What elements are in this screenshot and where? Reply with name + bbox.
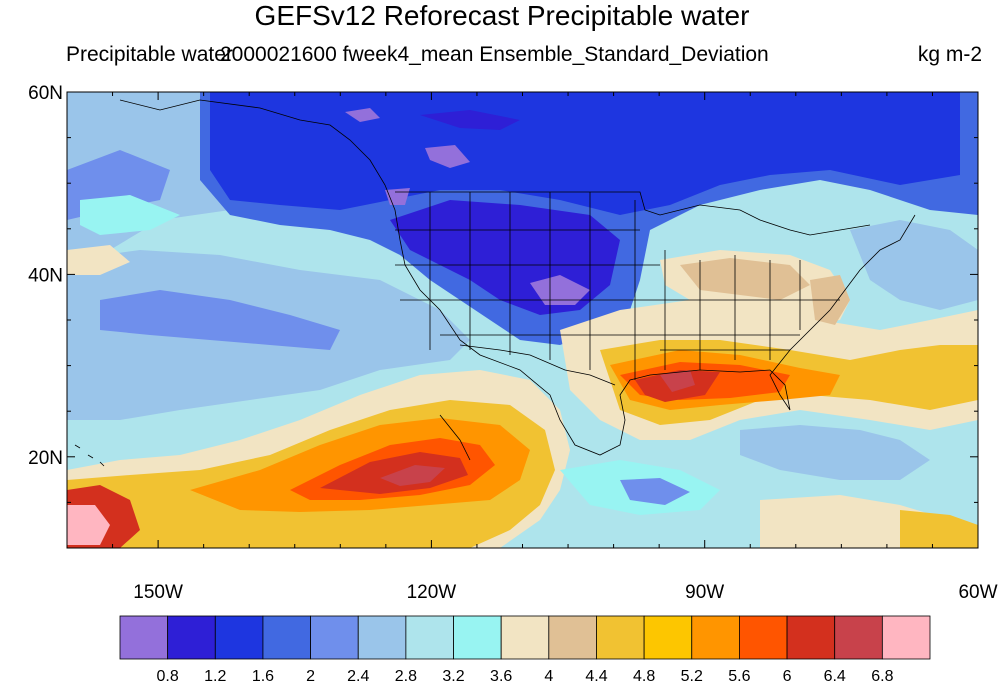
us-canada-border <box>395 191 871 236</box>
colorbar-label: 6.4 <box>824 668 846 684</box>
contour-canada-dark <box>420 110 520 130</box>
contour-ohio-valley <box>680 258 810 300</box>
contour-pacific-cyan <box>80 195 180 235</box>
colorbar-label: 4 <box>544 668 553 684</box>
colorbar-label: 1.2 <box>204 668 226 684</box>
lon-tick-label: 150W <box>133 582 183 603</box>
colorbar-label: 3.2 <box>442 668 464 684</box>
colorbar-label: 1.6 <box>252 668 274 684</box>
contour-subtropic-darkred <box>380 465 445 486</box>
lat-tick-label: 20N <box>28 448 63 469</box>
contour-caribbean-blue <box>740 425 930 480</box>
contour-pacific-tan <box>67 245 130 275</box>
colorbar-swatch <box>167 615 216 660</box>
lon-tick-label: 60W <box>958 582 997 603</box>
contour-eastpac-blue <box>620 478 690 505</box>
lat-tick-label: 40N <box>28 265 63 286</box>
lon-tick-label: 90W <box>685 582 724 603</box>
colorbar-swatch <box>262 615 311 660</box>
north-america-coastline <box>119 99 916 456</box>
state-boundaries-ew <box>395 229 840 351</box>
colorbar-label: 4.8 <box>633 668 655 684</box>
lat-tick-label: 60N <box>28 83 63 104</box>
colorbar-swatch <box>739 615 788 660</box>
contour-canada-purple <box>425 145 470 168</box>
colorbar-swatch <box>548 615 597 660</box>
colorbar-swatch <box>881 615 931 660</box>
lon-tick-label: 120W <box>407 582 457 603</box>
us-mexico-border <box>459 344 616 386</box>
colorbar-label: 6 <box>783 668 792 684</box>
colorbar-label: 2.8 <box>395 668 417 684</box>
colorbar-swatch <box>453 615 502 660</box>
colorbar-swatch <box>643 615 693 660</box>
contour-se-gold <box>900 510 978 548</box>
colorbar-label: 2.4 <box>347 668 369 684</box>
contour-alaska-purple <box>345 108 380 122</box>
units-label: kg m-2 <box>917 43 982 66</box>
colorbar-swatch <box>500 615 550 660</box>
state-boundaries-ns <box>429 192 801 380</box>
variable-label: Precipitable water <box>66 43 233 66</box>
contour-hawaii-pink <box>67 505 110 545</box>
colorbar-label: 6.8 <box>871 668 893 684</box>
axis-ticks <box>66 91 979 549</box>
colorbar-swatch <box>786 615 836 660</box>
colorbar-swatch <box>357 615 407 660</box>
contour-texas-darkred <box>660 370 695 392</box>
colorbar-swatch <box>119 615 169 660</box>
colorbar-swatch <box>596 615 645 660</box>
contour-rockies-purple <box>530 275 590 305</box>
colorbar-label: 5.2 <box>681 668 703 684</box>
precipitable-water-field <box>67 92 978 548</box>
colorbar: 0.8 1.2 1.6 2 2.4 2.8 3.2 3.6 4 4.4 4.8 5.2 5.6 6 6.4 6… <box>119 615 931 684</box>
colorbar-swatch <box>691 615 740 660</box>
colorbar-swatch <box>310 615 359 660</box>
contour-pacific-blue <box>100 290 340 350</box>
field-description: 2000021600 fweek4_mean Ensemble_Standard… <box>220 43 769 66</box>
contour-dark-north <box>210 92 960 215</box>
colorbar-label: 5.6 <box>728 668 750 684</box>
map-title: GEFSv12 Reforecast Precipitable water <box>254 0 750 31</box>
geographic-outlines <box>74 99 916 467</box>
colorbar-label: 2 <box>306 668 315 684</box>
colorbar-label: 0.8 <box>157 668 179 684</box>
hawaii-islands <box>74 444 105 467</box>
colorbar-label: 4.4 <box>585 668 607 684</box>
contour-atlantic-blue <box>850 220 978 310</box>
baja-california <box>439 414 471 461</box>
colorbar-swatch <box>405 615 454 660</box>
colorbar-label: 3.6 <box>490 668 512 684</box>
colorbar-swatch <box>834 615 883 660</box>
colorbar-swatch <box>214 615 264 660</box>
